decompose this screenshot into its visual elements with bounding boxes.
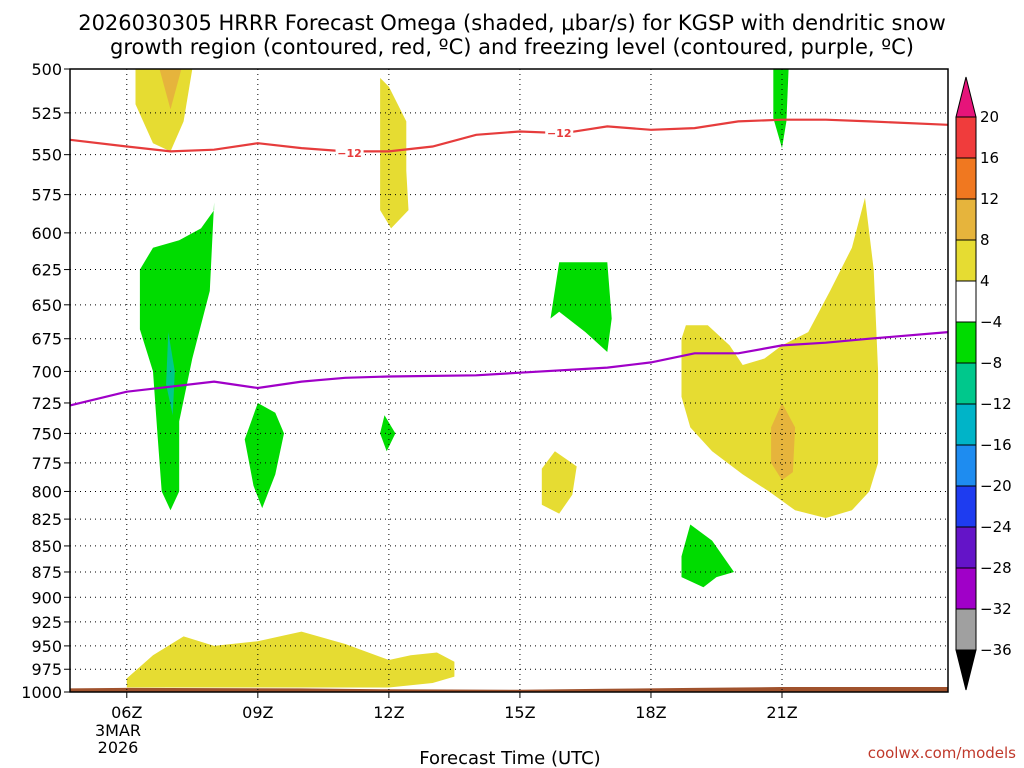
positive-omega-top-06z-core [159, 69, 182, 110]
y-tick-label-650: 650 [31, 296, 62, 315]
colorbar-bin--36-to--32 [955, 608, 977, 651]
colorbar-label-0: 20 [980, 108, 999, 126]
y-tick-label-550: 550 [31, 146, 62, 165]
colorbar-label-8: −16 [980, 436, 1012, 454]
chart-title-line-2: growth region (contoured, red, ºC) and f… [110, 35, 914, 59]
y-tick-label-775: 775 [31, 454, 62, 473]
positive-omega-top-12z [380, 77, 409, 229]
colorbar-bin--32-to--28 [955, 567, 977, 610]
colorbar-bin--12-to--8 [955, 362, 977, 405]
date-label-year: 2026 [98, 738, 139, 757]
colorbar-bin--28-to--24 [955, 526, 977, 569]
y-tick-label-500: 500 [31, 60, 62, 79]
colorbar-label-7: −12 [980, 395, 1012, 413]
colorbar-bottom-arrow [955, 649, 977, 691]
colorbar-bin-8-to-12 [955, 198, 977, 241]
colorbar: 20 16 12 8 4 −4 −8 −12 −16 −20 −24 −28 −32 −36 [955, 76, 1012, 691]
chart-title-line-1: 2026030305 HRRR Forecast Omega (shaded, … [78, 11, 946, 35]
y-tick-label-800: 800 [31, 482, 62, 501]
negative-omega-top-21z [773, 69, 789, 149]
y-tick-label-825: 825 [31, 510, 62, 529]
y-tick-label-850: 850 [31, 537, 62, 556]
y-tick-label-675: 675 [31, 330, 62, 349]
colorbar-label-6: −8 [980, 354, 1002, 372]
x-axis-label: Forecast Time (UTC) [419, 748, 600, 768]
positive-omega-east [681, 197, 879, 518]
colorbar-label-13: −36 [980, 641, 1012, 659]
dgz-minus-12c-label-bg-0 [335, 146, 364, 161]
credit-link[interactable]: coolwx.com/models [868, 744, 1016, 762]
colorbar-bin--20-to--16 [955, 444, 977, 487]
colorbar-bin--16-to--12 [955, 403, 977, 446]
y-tick-label-600: 600 [31, 224, 62, 243]
dgz-minus-12c-label-0: −12 [337, 147, 362, 160]
pressure-axis: 500 525 550 575 600 625 650 675 700 725 750 775 800 8… [21, 60, 70, 702]
x-tick-label-21Z: 21Z [766, 703, 797, 722]
colorbar-label-1: 16 [980, 149, 999, 167]
positive-omega-16z [541, 451, 577, 514]
y-tick-label-750: 750 [31, 424, 62, 443]
x-tick-label-09Z: 09Z [242, 703, 273, 722]
colorbar-bin--8-to--4 [955, 321, 977, 364]
colorbar-label-10: −24 [980, 518, 1012, 536]
x-tick-label-06Z: 06Z [111, 703, 142, 722]
colorbar-bin-12-to-16 [955, 157, 977, 200]
freezing-level-0c [69, 331, 949, 407]
contour-lines: −12 −12 [69, 118, 949, 407]
y-tick-label-950: 950 [31, 637, 62, 656]
colorbar-bin-16-to-20 [955, 116, 977, 159]
colorbar-bin--24-to--20 [955, 485, 977, 528]
y-tick-label-1000: 1000 [21, 683, 62, 702]
colorbar-label-3: 8 [980, 231, 990, 249]
date-label-day: 3MAR [95, 721, 141, 740]
x-tick-label-18Z: 18Z [635, 703, 666, 722]
negative-omega-west-core [166, 332, 175, 416]
y-tick-label-625: 625 [31, 261, 62, 280]
x-tick-label-15Z: 15Z [504, 703, 535, 722]
y-tick-label-525: 525 [31, 104, 62, 123]
colorbar-top-arrow [955, 76, 977, 118]
y-tick-label-975: 975 [31, 660, 62, 679]
dgz-minus-12c-label-bg-1 [545, 126, 574, 141]
positive-omega-east-core [771, 403, 796, 481]
negative-omega-12z [380, 415, 396, 452]
negative-omega-16z [550, 262, 612, 352]
colorbar-label-11: −28 [980, 559, 1012, 577]
x-tick-label-12Z: 12Z [373, 703, 404, 722]
colorbar-label-12: −32 [980, 600, 1012, 618]
negative-omega-09z [244, 403, 284, 509]
positive-omega-low-level [126, 631, 455, 688]
positive-omega-top-06z [135, 69, 193, 152]
colorbar-label-4: 4 [980, 272, 990, 290]
y-tick-label-700: 700 [31, 362, 62, 381]
time-axis: 06Z 09Z 12Z 15Z 18Z 21Z [111, 692, 798, 722]
y-tick-label-575: 575 [31, 186, 62, 205]
y-tick-label-875: 875 [31, 563, 62, 582]
y-tick-label-900: 900 [31, 588, 62, 607]
negative-omega-west [139, 202, 215, 511]
dgz-minus-12c-label-1: −12 [547, 127, 572, 140]
colorbar-label-5: −4 [980, 313, 1002, 331]
y-tick-label-725: 725 [31, 394, 62, 413]
colorbar-bin--4-to-4 [955, 280, 977, 323]
y-tick-label-925: 925 [31, 613, 62, 632]
plot-frame [69, 68, 949, 693]
dgz-minus-12c [69, 118, 949, 153]
negative-omega-19z [681, 524, 734, 588]
colorbar-bin-4-to-8 [955, 239, 977, 282]
omega-shaded-regions [70, 69, 948, 692]
colorbar-label-9: −20 [980, 477, 1012, 495]
colorbar-label-2: 12 [980, 190, 999, 208]
terrain-surface [70, 687, 948, 692]
